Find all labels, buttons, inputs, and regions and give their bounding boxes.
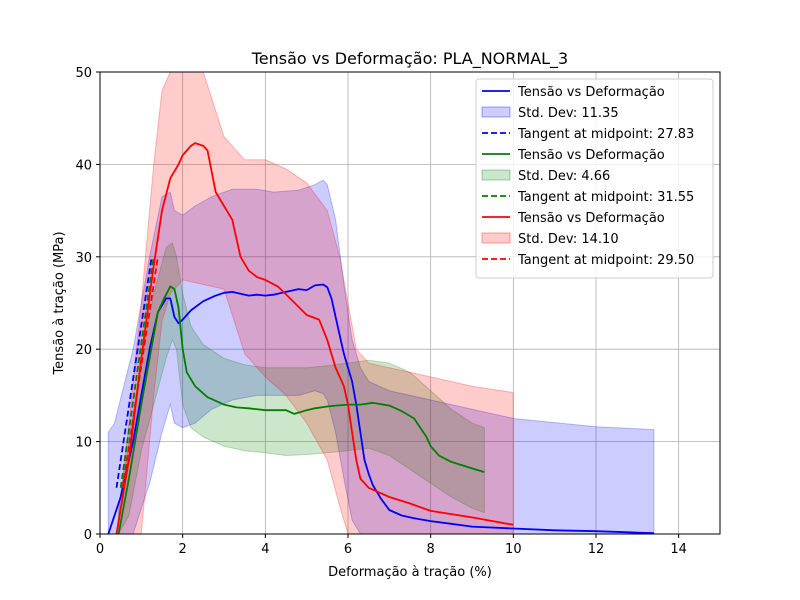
axis-ticks: 0 2 4 6 8 10 12 14 0 10 20 30 40 50	[75, 66, 686, 557]
legend-label: Tangent at midpoint: 27.83	[517, 127, 694, 142]
x-tick-label: 6	[344, 542, 352, 557]
std-dev-band-4	[118, 242, 485, 534]
legend-box	[475, 78, 714, 279]
x-tick-label: 8	[427, 542, 435, 557]
y-tick-label: 50	[75, 66, 92, 81]
legend: Tensão vs Deformação Std. Dev: 11.35 Tange…	[475, 78, 714, 279]
legend-label: Tensão vs Deformação	[517, 85, 665, 100]
legend-label: Tangent at midpoint: 29.50	[517, 253, 694, 268]
stress-strain-line-0	[107, 283, 654, 534]
tangent-line-5	[119, 256, 155, 488]
stress-strain-line-6	[115, 142, 514, 534]
legend-label: Tangent at midpoint: 31.55	[517, 190, 694, 205]
x-tick-label: 10	[505, 542, 522, 557]
y-axis-label: Tensão à tração (MPa)	[52, 231, 67, 375]
tangent-line-2	[115, 256, 153, 488]
legend-label: Std. Dev: 4.66	[518, 169, 610, 184]
chart-title: Tensão vs Deformação: PLA_NORMAL_3	[251, 49, 568, 69]
plot-frame	[99, 71, 721, 535]
legend-band-swatch	[481, 106, 511, 118]
y-tick-label: 0	[84, 528, 92, 543]
y-tick-label: 10	[75, 436, 92, 451]
x-tick-label: 2	[179, 542, 187, 557]
stress-strain-line-3	[117, 285, 485, 534]
legend-label: Std. Dev: 14.10	[518, 232, 619, 247]
legend-band-swatch	[481, 232, 511, 244]
tangent-line-8	[121, 256, 159, 488]
y-tick-label: 30	[75, 251, 92, 266]
y-tick-label: 40	[75, 158, 92, 173]
x-axis-label: Deformação à tração (%)	[328, 565, 492, 580]
series-lines	[107, 142, 654, 534]
x-tick-label: 4	[261, 542, 269, 557]
legend-label: Tensão vs Deformação	[517, 148, 665, 163]
x-tick-label: 12	[588, 542, 605, 557]
legend-label: Std. Dev: 11.35	[518, 106, 619, 121]
x-tick-label: 0	[96, 542, 104, 557]
std-dev-band-1	[107, 179, 655, 534]
legend-band-swatch	[481, 169, 511, 181]
y-tick-label: 20	[75, 343, 92, 358]
x-tick-label: 14	[670, 542, 687, 557]
legend-label: Tensão vs Deformação	[517, 211, 665, 226]
